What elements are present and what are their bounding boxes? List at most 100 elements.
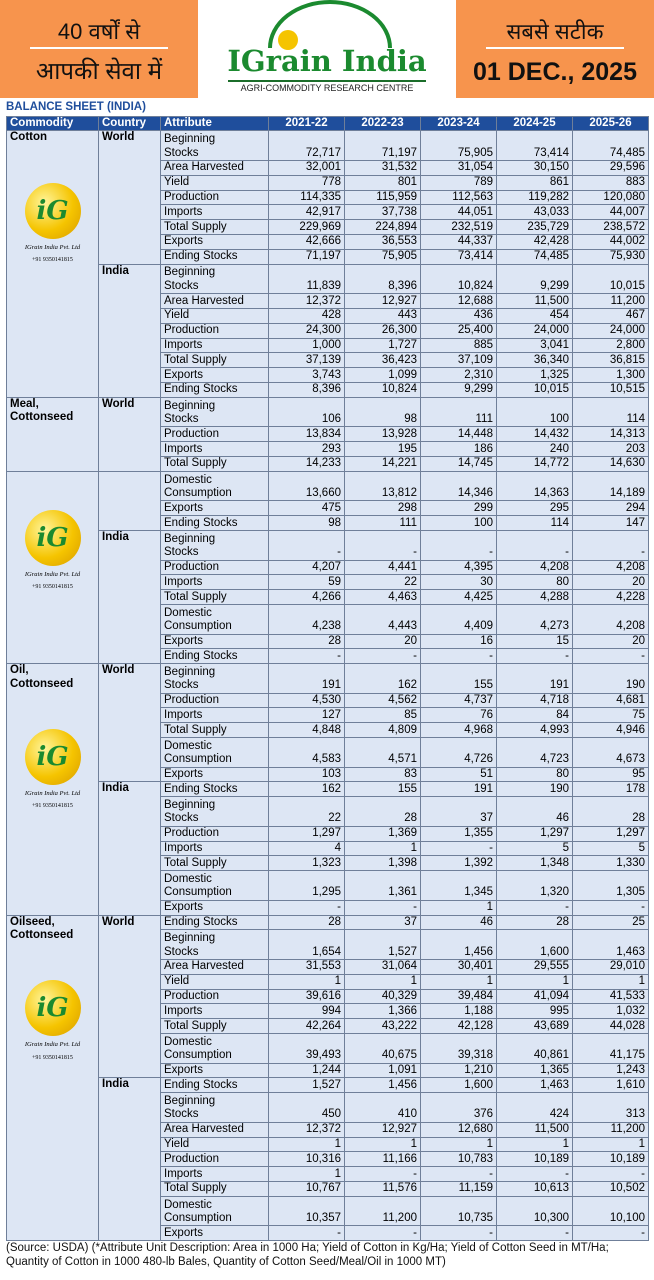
value-cell: 80: [496, 574, 573, 591]
value-cell: 12,927: [344, 1121, 421, 1138]
value-cell: 229,969: [268, 219, 345, 235]
value-cell: 4,718: [496, 692, 573, 709]
table-row: Yield 1 1 1 1 1: [7, 973, 649, 990]
value-cell: 1,210: [420, 1062, 497, 1079]
value-cell: 39,484: [420, 988, 497, 1005]
value-cell: 10,357: [268, 1195, 345, 1227]
attribute-cell: Exports: [160, 766, 269, 783]
value-cell: 14,630: [572, 455, 649, 472]
sheet-title: BALANCE SHEET (INDIA): [6, 101, 146, 113]
value-cell: 4,673: [572, 737, 649, 768]
attribute-cell: Area Harvested: [160, 160, 269, 176]
logo-phone: +91 9350141815: [32, 257, 73, 264]
attribute-cell: Beginning Stocks: [160, 1092, 269, 1123]
value-cell: 43,689: [496, 1018, 573, 1035]
value-cell: 10,824: [420, 263, 497, 295]
value-cell: 3,041: [496, 337, 573, 354]
value-cell: 14,189: [572, 470, 649, 502]
value-cell: 4,463: [344, 589, 421, 605]
table-row: India Ending Stocks 1,527 1,456 1,600 1,463 1,…: [7, 1077, 649, 1242]
value-cell: 71,197: [268, 248, 345, 265]
table-row: Domestic Consumption 1,295 1,361 1,345 1,320…: [7, 870, 649, 901]
brand-name: IGrain India: [227, 44, 427, 78]
value-cell: 41,175: [572, 1033, 649, 1064]
attribute-cell: Total Supply: [160, 722, 269, 739]
value-cell: 1,243: [572, 1062, 649, 1079]
value-cell: 11,200: [572, 1121, 649, 1138]
value-cell: 44,007: [572, 204, 649, 221]
value-cell: 41,533: [572, 988, 649, 1005]
value-cell: 114: [572, 396, 649, 428]
value-cell: 28: [268, 633, 345, 650]
value-cell: 10,824: [344, 381, 421, 398]
table-row: Exports - -1- -: [7, 899, 649, 916]
attribute-cell: Exports: [160, 1062, 269, 1079]
value-cell: 36,815: [572, 352, 649, 369]
value-cell: 1,323: [268, 855, 345, 872]
value-cell: 11,839: [268, 263, 345, 295]
table-row: Oilseed, Cottonseed iG IGrain India Pvt. L…: [6, 914, 649, 1242]
logo-name: IGrain India Pvt. Ltd: [24, 243, 81, 251]
table-row: Imports 1- - - -: [7, 1166, 649, 1182]
value-cell: 59: [268, 574, 345, 591]
attribute-cell: Yield: [160, 174, 269, 191]
country-cell: India: [98, 1077, 161, 1242]
brand-logo: IGrain India AGRI-COMMODITY RESEARCH CEN…: [200, 0, 454, 98]
commodity-cell: Cotton iG IGrain India Pvt. Ltd +91 9350141…: [6, 130, 99, 398]
attribute-cell: Area Harvested: [160, 959, 269, 975]
value-cell: 4: [268, 840, 345, 857]
value-cell: 191: [268, 663, 345, 694]
value-cell: 40,329: [344, 988, 421, 1005]
value-cell: 39,616: [268, 988, 345, 1005]
logo-arc: [268, 0, 392, 50]
table-row: Imports 994 1,366 1,188 995 1,032: [7, 1003, 649, 1020]
value-cell: 1: [344, 840, 421, 857]
logo-mark: iG: [24, 980, 81, 1037]
value-cell: 1,610: [572, 1077, 649, 1094]
value-cell: 29,596: [572, 160, 649, 176]
value-cell: 1,032: [572, 1003, 649, 1020]
value-cell: 4,288: [496, 589, 573, 605]
value-cell: 1: [420, 899, 497, 916]
value-cell: 36,340: [496, 352, 573, 369]
value-cell: 1,300: [572, 367, 649, 383]
table-body: Cotton iG IGrain India Pvt. Ltd +91 9350141…: [6, 130, 649, 1242]
value-cell: 1,330: [572, 855, 649, 872]
table-row: Imports 42,917 37,738 44,051 43,033 44,007: [7, 204, 649, 221]
value-cell: 436: [420, 307, 497, 324]
value-cell: 1,297: [572, 825, 649, 842]
logo-phone: +91 9350141815: [32, 1054, 73, 1061]
logo-phone: +91 9350141815: [32, 584, 73, 591]
value-cell: 119,282: [496, 189, 573, 206]
value-cell: 4,993: [496, 722, 573, 739]
value-cell: 14,745: [420, 455, 497, 472]
attribute-cell: Beginning Stocks: [160, 796, 269, 827]
value-cell: 11,500: [496, 293, 573, 309]
value-cell: 1,345: [420, 870, 497, 901]
balance-table: Commodity Country Attribute 2021-22 2022-23 2…: [6, 115, 649, 1242]
attribute-cell: Beginning Stocks: [160, 663, 269, 694]
value-cell: 10,189: [572, 1151, 649, 1168]
value-cell: 95: [572, 766, 649, 783]
value-cell: 5: [496, 840, 573, 857]
value-cell: 28: [496, 914, 573, 931]
attribute-cell: Imports: [160, 1166, 269, 1182]
value-cell: 74,485: [496, 248, 573, 265]
value-cell: 4,723: [496, 737, 573, 768]
value-cell: 1,348: [496, 855, 573, 872]
table-row: Total Supply 1,323 1,398 1,392 1,348 1,330: [7, 855, 649, 872]
attribute-cell: Production: [160, 692, 269, 709]
value-cell: 114,335: [268, 189, 345, 206]
value-cell: 298: [344, 500, 421, 517]
value-cell: 1: [496, 973, 573, 990]
value-cell: 1,295: [268, 870, 345, 901]
table-row: Ending Stocks 8,396 10,824 9,299 10,015 10,51…: [7, 381, 649, 398]
value-cell: 789: [420, 174, 497, 191]
banner-text: 40 वर्षों से: [57, 19, 141, 44]
value-cell: 114: [496, 515, 573, 531]
value-cell: 232,519: [420, 219, 497, 235]
table-row: Beginning Stocks 450 410 376 424 313: [7, 1092, 649, 1123]
value-cell: -: [344, 1225, 421, 1242]
table-row: Beginning Stocks 1,654 1,527 1,456 1,600 1,46…: [7, 929, 649, 961]
value-cell: 31,553: [268, 959, 345, 975]
